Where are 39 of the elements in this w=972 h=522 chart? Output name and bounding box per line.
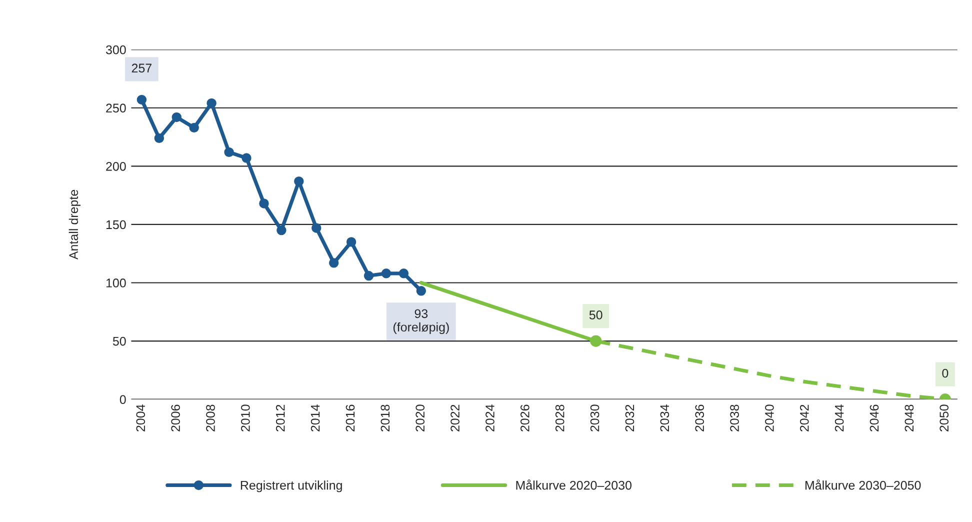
annotation: 93 (foreløpig) — [393, 309, 449, 334]
annotation: 257 — [132, 64, 152, 73]
x-tick-label: 2048 — [904, 404, 914, 432]
legend-label: Målkurve 2030–2050 — [806, 480, 921, 490]
annotation: 50 — [589, 310, 602, 320]
y-tick-label: 50 — [112, 336, 126, 346]
x-tick-label: 2016 — [346, 404, 355, 432]
x-tick-label: 2030 — [590, 404, 600, 432]
x-tick-label: 2044 — [834, 404, 844, 432]
x-tick-label: 2040 — [765, 404, 774, 432]
x-tick-label: 2006 — [171, 404, 180, 432]
x-tick-label: 2022 — [450, 404, 460, 432]
y-tick-label: 300 — [106, 45, 126, 54]
x-tick-label: 2024 — [486, 404, 494, 432]
legend-label: Registrert utvikling — [240, 480, 342, 492]
x-tick-label: 2042 — [800, 404, 809, 432]
x-tick-label: 2050 — [940, 404, 949, 432]
x-tick-label: 2010 — [241, 404, 250, 432]
y-tick-label: 0 — [120, 395, 126, 404]
y-tick-label: 100 — [106, 278, 126, 288]
x-tick-label: 2034 — [660, 404, 670, 432]
x-tick-label: 2004 — [136, 404, 146, 432]
x-tick-label: 2008 — [206, 404, 215, 432]
x-tick-label: 2020 — [416, 404, 425, 432]
x-tick-label: 2014 — [310, 404, 320, 432]
x-tick-label: 2036 — [695, 404, 704, 432]
x-tick-label: 2032 — [625, 404, 634, 432]
y-tick-label: 250 — [106, 104, 126, 113]
x-tick-label: 2026 — [520, 404, 530, 432]
x-tick-label: 2038 — [730, 404, 739, 432]
x-tick-label: 2012 — [276, 404, 285, 432]
x-tick-label: 2028 — [555, 404, 564, 432]
y-tick-label: 200 — [106, 162, 126, 171]
legend-label: Målkurve 2020–2030 — [516, 480, 632, 490]
x-tick-label: 2018 — [380, 404, 390, 432]
y-tick-label: 150 — [106, 220, 126, 230]
y-axis-title: Antall drepte — [68, 190, 81, 260]
annotation: 0 — [942, 368, 948, 378]
x-tick-label: 2046 — [870, 404, 879, 432]
